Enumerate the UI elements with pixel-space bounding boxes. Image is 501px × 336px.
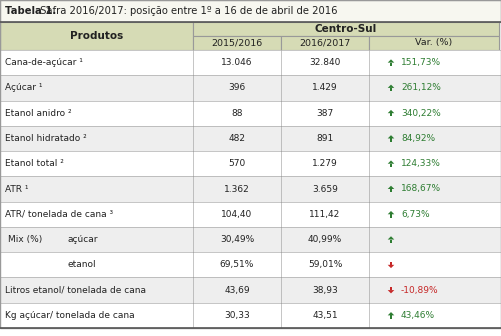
Text: 43,51: 43,51 xyxy=(312,311,338,320)
Polygon shape xyxy=(388,135,394,138)
Bar xyxy=(0,176,501,202)
Text: Etanol total ²: Etanol total ² xyxy=(5,159,64,168)
Polygon shape xyxy=(390,287,392,290)
Text: 891: 891 xyxy=(316,134,334,143)
Polygon shape xyxy=(388,186,394,189)
Polygon shape xyxy=(390,261,392,265)
Polygon shape xyxy=(388,110,394,113)
Text: 59,01%: 59,01% xyxy=(308,260,342,269)
Text: ATR/ tonelada de cana ³: ATR/ tonelada de cana ³ xyxy=(5,210,113,219)
Polygon shape xyxy=(390,189,392,192)
Text: 104,40: 104,40 xyxy=(221,210,253,219)
Text: -10,89%: -10,89% xyxy=(401,286,438,295)
Text: ATR ¹: ATR ¹ xyxy=(5,184,29,194)
Text: 88: 88 xyxy=(231,109,243,118)
Text: 38,93: 38,93 xyxy=(312,286,338,295)
Text: açúcar: açúcar xyxy=(68,235,99,244)
Text: 13.046: 13.046 xyxy=(221,58,253,67)
Text: 340,22%: 340,22% xyxy=(401,109,441,118)
Polygon shape xyxy=(390,240,392,243)
Text: 1.429: 1.429 xyxy=(312,83,338,92)
Bar xyxy=(369,36,499,50)
Text: Tabela 1.: Tabela 1. xyxy=(5,6,56,16)
Text: 168,67%: 168,67% xyxy=(401,184,441,194)
Polygon shape xyxy=(388,211,394,214)
Bar xyxy=(0,75,501,100)
Bar xyxy=(193,36,281,50)
Text: 69,51%: 69,51% xyxy=(220,260,254,269)
Text: 40,99%: 40,99% xyxy=(308,235,342,244)
Bar xyxy=(0,202,501,227)
Polygon shape xyxy=(388,85,394,88)
Text: 32.840: 32.840 xyxy=(309,58,341,67)
Bar xyxy=(0,227,501,252)
Text: 570: 570 xyxy=(228,159,245,168)
Polygon shape xyxy=(390,316,392,319)
Text: 43,46%: 43,46% xyxy=(401,311,435,320)
Bar xyxy=(193,22,499,36)
Bar xyxy=(0,50,501,75)
Text: Litros etanol/ tonelada de cana: Litros etanol/ tonelada de cana xyxy=(5,286,146,295)
Text: 43,69: 43,69 xyxy=(224,286,250,295)
Text: 1.362: 1.362 xyxy=(224,184,250,194)
Text: Kg açúcar/ tonelada de cana: Kg açúcar/ tonelada de cana xyxy=(5,311,135,320)
Text: 1.279: 1.279 xyxy=(312,159,338,168)
Text: 6,73%: 6,73% xyxy=(401,210,430,219)
Polygon shape xyxy=(388,160,394,164)
Text: Mix (%): Mix (%) xyxy=(8,235,42,244)
Text: 151,73%: 151,73% xyxy=(401,58,441,67)
Bar xyxy=(0,278,501,303)
Polygon shape xyxy=(388,59,394,62)
Polygon shape xyxy=(390,62,392,66)
Text: 3.659: 3.659 xyxy=(312,184,338,194)
Bar xyxy=(0,100,501,126)
Text: Cana-de-açúcar ¹: Cana-de-açúcar ¹ xyxy=(5,58,83,67)
Polygon shape xyxy=(390,164,392,167)
Text: 2016/2017: 2016/2017 xyxy=(300,39,351,47)
Bar xyxy=(0,303,501,328)
Bar xyxy=(0,22,193,50)
Polygon shape xyxy=(388,290,394,293)
Text: etanol: etanol xyxy=(68,260,97,269)
Polygon shape xyxy=(388,236,394,240)
Bar xyxy=(281,36,369,50)
Bar xyxy=(0,126,501,151)
Polygon shape xyxy=(388,312,394,316)
Text: Centro-Sul: Centro-Sul xyxy=(315,24,377,34)
Text: 482: 482 xyxy=(228,134,245,143)
Bar xyxy=(0,0,501,22)
Text: Safra 2016/2017: posição entre 1º a 16 de de abril de 2016: Safra 2016/2017: posição entre 1º a 16 d… xyxy=(37,6,338,16)
Text: 84,92%: 84,92% xyxy=(401,134,435,143)
Text: 30,33: 30,33 xyxy=(224,311,250,320)
Text: Var. (%): Var. (%) xyxy=(415,39,452,47)
Text: 387: 387 xyxy=(316,109,334,118)
Text: Açúcar ¹: Açúcar ¹ xyxy=(5,83,43,92)
Polygon shape xyxy=(390,88,392,91)
Text: 111,42: 111,42 xyxy=(310,210,341,219)
Polygon shape xyxy=(390,113,392,117)
Bar xyxy=(0,252,501,278)
Bar xyxy=(0,151,501,176)
Polygon shape xyxy=(390,138,392,142)
Text: Etanol anidro ²: Etanol anidro ² xyxy=(5,109,72,118)
Text: 396: 396 xyxy=(228,83,245,92)
Polygon shape xyxy=(388,265,394,268)
Text: Produtos: Produtos xyxy=(70,31,123,41)
Text: Etanol hidratado ²: Etanol hidratado ² xyxy=(5,134,87,143)
Polygon shape xyxy=(390,214,392,218)
Text: 2015/2016: 2015/2016 xyxy=(211,39,263,47)
Text: 124,33%: 124,33% xyxy=(401,159,441,168)
Text: 30,49%: 30,49% xyxy=(220,235,254,244)
Text: 261,12%: 261,12% xyxy=(401,83,441,92)
